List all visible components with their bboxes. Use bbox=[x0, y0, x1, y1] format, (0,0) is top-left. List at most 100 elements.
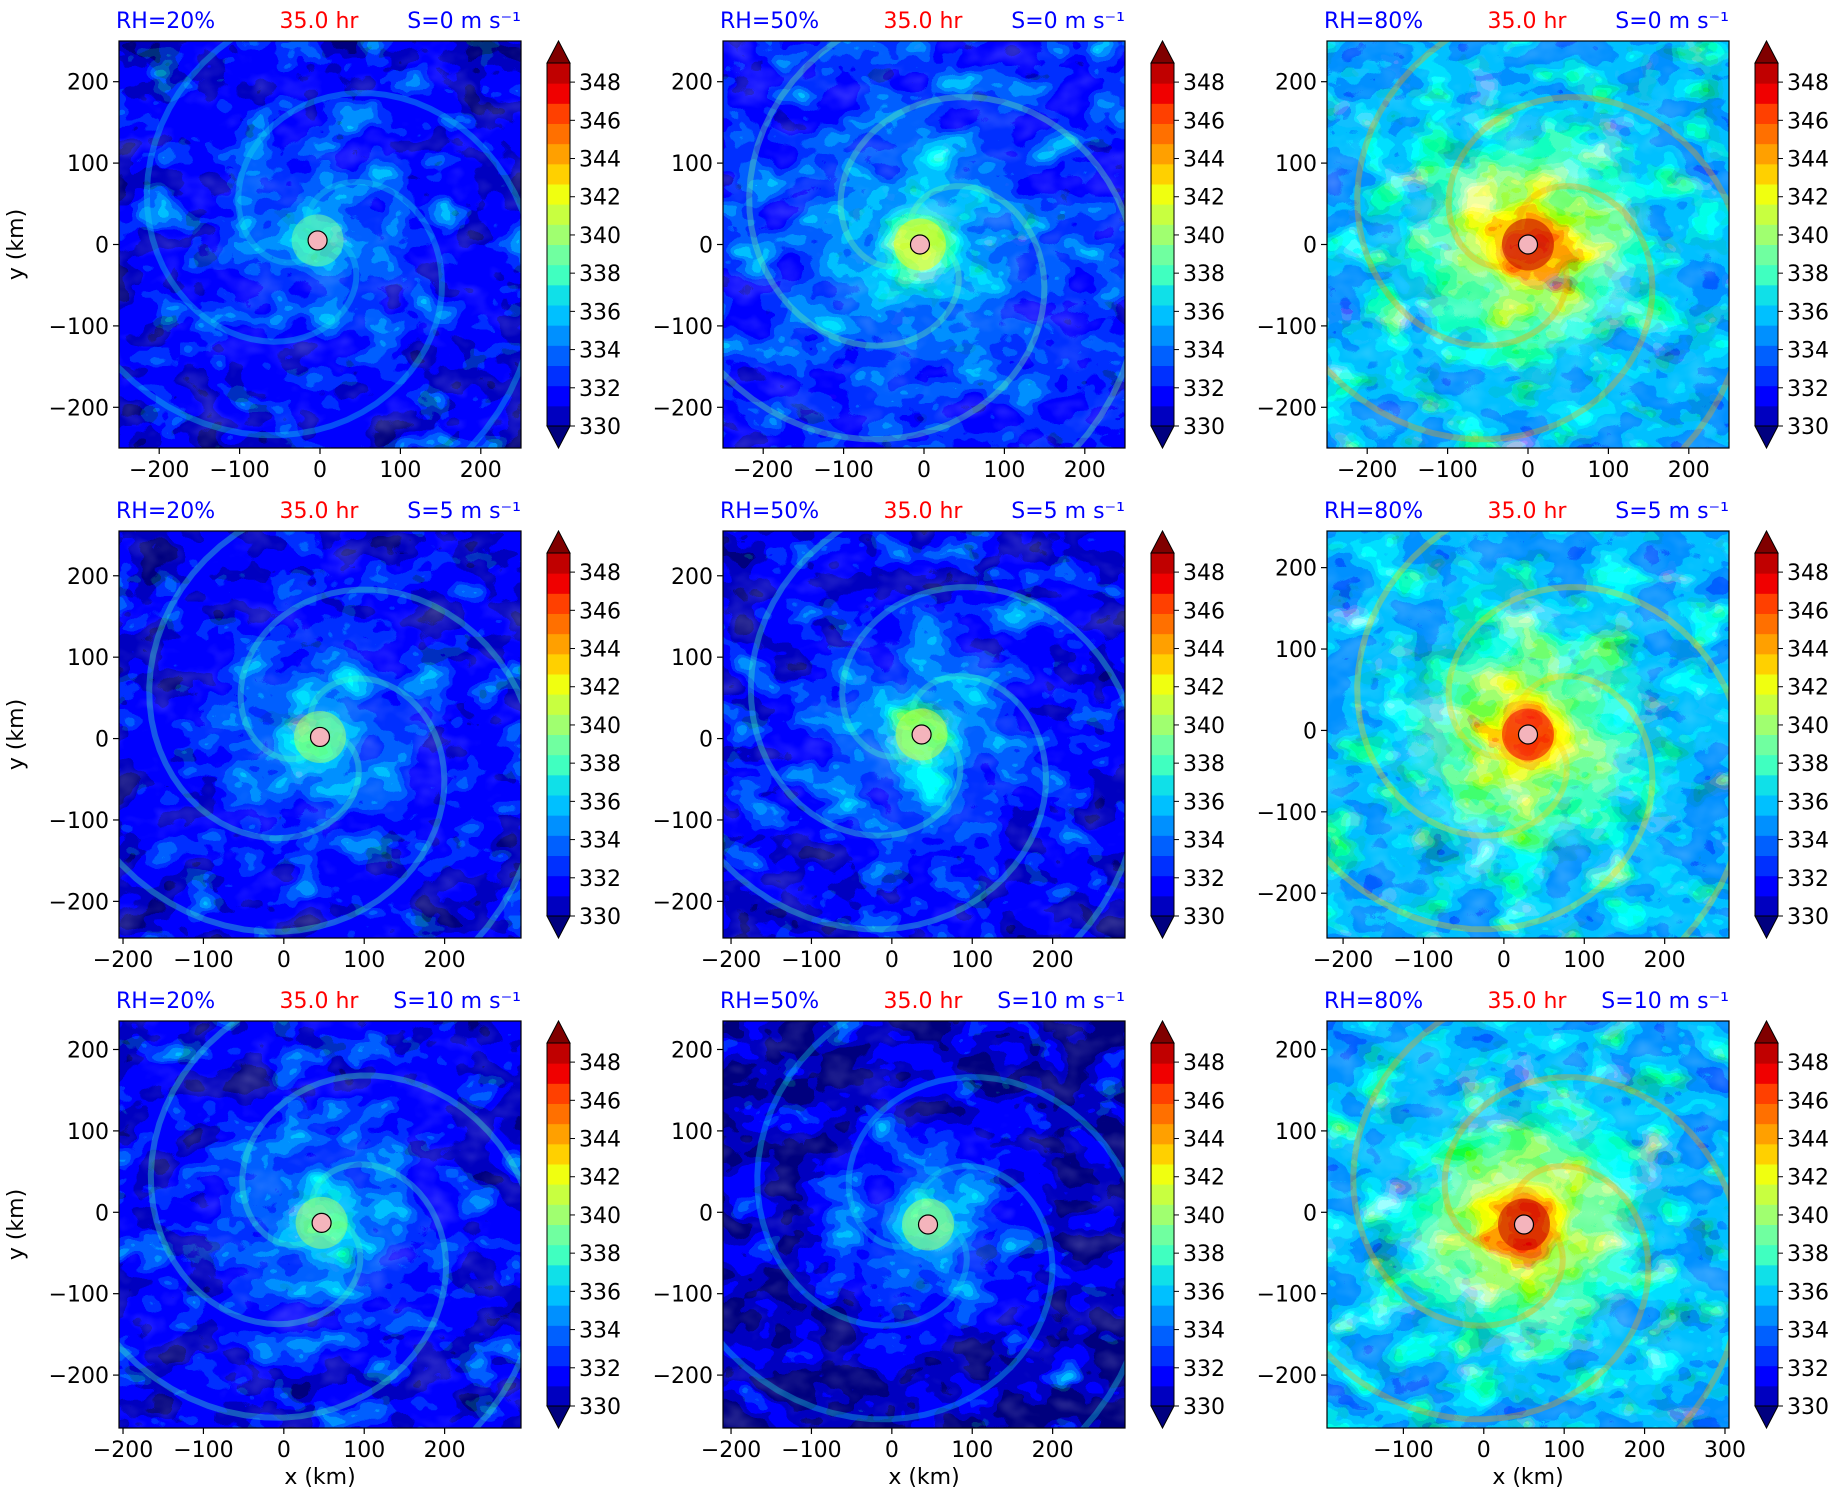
colorbar-tick-label: 346 bbox=[1787, 1089, 1829, 1114]
y-tick-label: 0 bbox=[699, 1201, 713, 1226]
colorbar-bin bbox=[1755, 1204, 1778, 1225]
x-tick-label: −200 bbox=[93, 948, 153, 973]
colorbar-bin bbox=[1755, 83, 1778, 104]
colorbar: 330 332 334 336 338 340 342 344 346 348 bbox=[546, 39, 621, 450]
colorbar-bin bbox=[547, 204, 570, 225]
colorbar-tick-label: 344 bbox=[579, 148, 621, 173]
colorbar-bin bbox=[1755, 795, 1778, 816]
colorbar-bin bbox=[547, 123, 570, 145]
x-tick-label: −200 bbox=[129, 458, 189, 483]
x-tick-label: 100 bbox=[951, 948, 993, 973]
y-tick-label: −200 bbox=[49, 396, 109, 421]
x-tick-label: −200 bbox=[701, 1438, 761, 1463]
colorbar-bin bbox=[1755, 613, 1778, 635]
colorbar-bin bbox=[1755, 1123, 1778, 1145]
colorbar-bin bbox=[1151, 1143, 1174, 1165]
colorbar-tick-label: 346 bbox=[1183, 109, 1225, 134]
colorbar-bin bbox=[1755, 1184, 1778, 1205]
colorbar-bin bbox=[1755, 305, 1778, 326]
panel-title-time: 35.0 hr bbox=[884, 989, 964, 1014]
colorbar-bin bbox=[1151, 1385, 1174, 1407]
x-axis-label: x (km) bbox=[1492, 1465, 1563, 1490]
colorbar-tick-label: 340 bbox=[1183, 714, 1225, 739]
colorbar-bin bbox=[1755, 1345, 1778, 1367]
heatmap-field bbox=[119, 41, 521, 448]
rainband bbox=[237, 586, 521, 938]
x-tick-label: 0 bbox=[277, 948, 291, 973]
x-tick-label: 100 bbox=[951, 1438, 993, 1463]
colorbar-bin bbox=[547, 835, 570, 856]
colorbar-bin bbox=[547, 1285, 570, 1306]
colorbar-bin bbox=[1755, 734, 1778, 756]
y-tick-label: −100 bbox=[653, 809, 713, 834]
colorbar-bin bbox=[1755, 754, 1778, 776]
panel-1-1: −200 −100 0 100 200 −200 −100 0 100 200 RH=20% 35.0… bbox=[4, 9, 621, 483]
colorbar-tick-label: 338 bbox=[1787, 752, 1829, 777]
colorbar-tick-label: 338 bbox=[579, 1242, 621, 1267]
x-tick-label: −100 bbox=[781, 948, 841, 973]
colorbar-tick-label: 330 bbox=[1787, 905, 1829, 930]
colorbar-tick-label: 346 bbox=[1183, 599, 1225, 624]
plot-frame bbox=[118, 530, 522, 939]
rainband bbox=[119, 178, 446, 439]
plot-frame bbox=[118, 1020, 522, 1429]
rainband bbox=[1445, 94, 1729, 448]
y-tick-label: 100 bbox=[67, 152, 109, 177]
colorbar-bin bbox=[1151, 305, 1174, 326]
colorbar-tick-label: 342 bbox=[1787, 676, 1829, 701]
colorbar-bin bbox=[547, 573, 570, 594]
colorbar-tick-label: 348 bbox=[1787, 71, 1829, 96]
colorbar-tick-label: 334 bbox=[1183, 1319, 1225, 1344]
colorbar-tick-label: 342 bbox=[1183, 186, 1225, 211]
y-tick-label: 200 bbox=[1275, 71, 1317, 96]
colorbar-tick-label: 346 bbox=[1787, 109, 1829, 134]
colorbar-bin bbox=[1755, 1365, 1778, 1387]
colorbar-tick-label: 342 bbox=[579, 186, 621, 211]
colorbar-bin bbox=[1151, 365, 1174, 387]
x-tick-label: 100 bbox=[1543, 1438, 1585, 1463]
colorbar-bin bbox=[1151, 123, 1174, 145]
colorbar-tick-label: 346 bbox=[1787, 599, 1829, 624]
colorbar-bin bbox=[547, 754, 570, 776]
x-tick-label: 200 bbox=[424, 948, 466, 973]
x-tick-label: −100 bbox=[781, 1438, 841, 1463]
y-tick-label: 100 bbox=[1275, 1120, 1317, 1145]
colorbar-bin bbox=[1151, 774, 1174, 796]
colorbar-tick-label: 336 bbox=[1787, 790, 1829, 815]
colorbar-bin bbox=[1755, 674, 1778, 695]
colorbar-bin bbox=[1755, 163, 1778, 185]
colorbar-bin bbox=[547, 653, 570, 675]
colorbar-extend-max bbox=[546, 529, 571, 554]
panel-title-rh: RH=20% bbox=[116, 989, 215, 1014]
colorbar-bin bbox=[1755, 284, 1778, 306]
colorbar-bin bbox=[1151, 1184, 1174, 1205]
colorbar-bin bbox=[1151, 163, 1174, 185]
x-axis-label: x (km) bbox=[284, 1465, 355, 1490]
colorbar-bin bbox=[547, 593, 570, 614]
colorbar: 330 332 334 336 338 340 342 344 346 348 bbox=[1754, 529, 1829, 940]
panel-title-time: 35.0 hr bbox=[1488, 499, 1568, 524]
y-tick-label: −200 bbox=[1257, 1364, 1317, 1389]
plot-frame bbox=[722, 530, 1126, 939]
y-tick-label: 100 bbox=[67, 646, 109, 671]
colorbar-bin bbox=[547, 1264, 570, 1286]
colorbar-tick-label: 348 bbox=[1183, 71, 1225, 96]
rainband bbox=[147, 1021, 364, 1328]
colorbar-tick-label: 348 bbox=[579, 71, 621, 96]
colorbar-bin bbox=[1755, 714, 1778, 735]
y-tick-label: 0 bbox=[95, 728, 109, 753]
y-tick-label: −100 bbox=[1257, 1283, 1317, 1308]
colorbar-tick-label: 338 bbox=[579, 262, 621, 287]
rainband bbox=[747, 531, 964, 839]
y-tick-label: −100 bbox=[49, 315, 109, 340]
colorbar-bin bbox=[1755, 1385, 1778, 1407]
colorbar-bin bbox=[547, 1164, 570, 1185]
colorbar-bin bbox=[1755, 325, 1778, 346]
panel-2-3: −200 −100 0 100 200 −200 −100 0 100 200 RH=80% 35.0… bbox=[1257, 499, 1829, 973]
panel-title-shear: S=10 m s⁻¹ bbox=[997, 989, 1125, 1014]
colorbar-bin bbox=[1755, 1143, 1778, 1165]
x-tick-label: 100 bbox=[1587, 458, 1629, 483]
colorbar-frame bbox=[1150, 1042, 1175, 1407]
colorbar-bin bbox=[1755, 1305, 1778, 1326]
colorbar-extend-min bbox=[1150, 915, 1175, 940]
